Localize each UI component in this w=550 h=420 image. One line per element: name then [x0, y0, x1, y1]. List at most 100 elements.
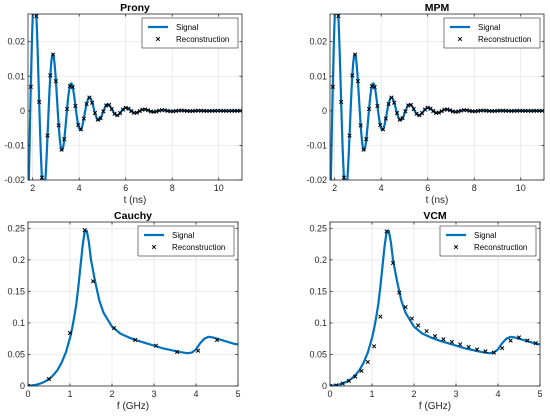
- reconstruction-marker: [106, 102, 112, 108]
- reconstruction-marker: [111, 325, 117, 331]
- reconstruction-marker: [101, 109, 106, 114]
- legend: Signal Reconstruction: [443, 17, 541, 49]
- legend-box: [443, 17, 541, 49]
- reconstruction-marker: [48, 73, 53, 78]
- reconstruction-marker: [365, 359, 370, 365]
- y-tick-label: 0.2: [314, 255, 327, 265]
- reconstruction-marker: [90, 100, 95, 105]
- reconstruction-marker: [109, 106, 114, 112]
- y-tick-label: 0.01: [7, 71, 25, 81]
- chart-panel-mpm: 2 4 6 8 10 -0.02 -0.01 0 0.01 0.02 MPM t (ns) Signal…: [306, 0, 545, 220]
- reconstruction-marker: [436, 110, 442, 115]
- y-tick-label: -0.02: [306, 175, 327, 185]
- x-tick-label: 4: [379, 183, 384, 193]
- reconstruction-marker: [70, 84, 75, 90]
- reconstruction-marker: [439, 109, 444, 114]
- reconstruction-marker: [483, 349, 488, 354]
- reconstruction-marker: [533, 340, 538, 346]
- reconstruction-marker: [419, 110, 425, 116]
- data-layer: [28, 228, 238, 386]
- panel-title: VCM: [423, 210, 447, 222]
- reconstruction-marker: [425, 105, 430, 110]
- reconstruction-marker: [525, 338, 530, 343]
- reconstruction-marker: [474, 347, 480, 352]
- reconstruction-marker: [378, 122, 383, 128]
- reconstruction-marker: [389, 95, 394, 100]
- reconstruction-marker: [62, 137, 67, 142]
- reconstruction-marker: [441, 337, 446, 342]
- x-tick-label: 2: [109, 389, 114, 399]
- reconstruction-marker: [34, 14, 39, 19]
- y-tick-label: 0: [322, 381, 327, 391]
- x-axis-label: t (ns): [124, 195, 147, 206]
- reconstruction-marker: [145, 108, 151, 113]
- reconstruction-marker: [422, 107, 428, 112]
- x-axis-label: t (ns): [426, 195, 449, 206]
- x-tick-label: 2: [30, 183, 35, 193]
- reconstruction-marker: [353, 374, 358, 379]
- reconstruction-marker: [416, 323, 421, 328]
- reconstruction-marker: [76, 122, 81, 128]
- x-tick-label: 5: [235, 389, 240, 399]
- x-tick-label: 1: [369, 389, 374, 399]
- reconstruction-marker: [46, 376, 52, 382]
- legend-signal-label: Signal: [474, 231, 496, 240]
- x-tick-label: 6: [425, 183, 430, 193]
- signal-line: [330, 229, 540, 386]
- x-tick-label: 4: [193, 389, 198, 399]
- reconstruction-marker: [56, 123, 61, 128]
- reconstruction-marker: [39, 175, 45, 180]
- reconstruction-marker: [355, 78, 361, 84]
- legend-box: [439, 225, 537, 257]
- x-tick-label: 10: [214, 183, 224, 193]
- x-tick-label: 0: [327, 389, 332, 399]
- legend-box: [137, 225, 235, 257]
- y-tick-label: 0: [322, 106, 327, 116]
- reconstruction-marker: [375, 103, 380, 109]
- chart-panel-prony: 2 4 6 8 10 -0.02 -0.01 0 0.01 0.02 Prony t (ns) Sign…: [4, 2, 243, 220]
- legend-signal-label: Signal: [172, 231, 194, 240]
- reconstruction-marker: [341, 175, 347, 180]
- reconstruction-marker: [449, 339, 454, 344]
- reconstruction-marker: [73, 103, 78, 109]
- reconstruction-marker: [59, 147, 64, 152]
- signal-line: [28, 229, 238, 386]
- reconstruction-marker: [516, 335, 522, 340]
- legend-reconstruction-swatch: [453, 244, 459, 250]
- y-tick-label: 0.1: [314, 318, 327, 328]
- reconstruction-marker: [26, 216, 30, 220]
- reconstruction-marker: [129, 108, 134, 114]
- reconstruction-marker: [28, 84, 33, 89]
- y-tick-label: 0: [20, 106, 25, 116]
- reconstruction-marker: [53, 78, 59, 84]
- reconstruction-marker: [347, 133, 352, 138]
- y-tick-label: -0.02: [4, 175, 25, 185]
- reconstruction-marker: [92, 110, 98, 116]
- reconstruction-marker: [346, 378, 352, 384]
- reconstruction-marker: [384, 229, 389, 234]
- reconstruction-marker: [195, 348, 201, 353]
- x-tick-label: 3: [151, 389, 156, 399]
- reconstruction-marker: [508, 338, 513, 343]
- reconstruction-marker: [431, 108, 436, 114]
- x-tick-label: 10: [516, 183, 526, 193]
- reconstruction-marker: [64, 106, 70, 112]
- reconstruction-marker: [330, 84, 335, 89]
- legend-reconstruction-label: Reconstruction: [478, 35, 531, 44]
- reconstruction-marker: [334, 0, 338, 2]
- axes-box: [27, 221, 239, 387]
- axes-box: [27, 13, 243, 181]
- x-tick-label: 4: [495, 389, 500, 399]
- reconstruction-marker: [50, 52, 56, 57]
- reconstruction-marker: [328, 216, 332, 220]
- legend: Signal Reconstruction: [439, 225, 537, 257]
- chart-panel-cauchy: 0 1 2 3 4 5 0 0.05 0.1 0.15 0.2 0.25 Cauchy f (GHz) Si…: [7, 210, 240, 412]
- reconstruction-marker: [78, 127, 84, 132]
- legend-reconstruction-label: Reconstruction: [172, 243, 225, 252]
- reconstruction-marker: [390, 260, 396, 266]
- reconstruction-marker: [95, 117, 100, 122]
- reconstruction-marker: [28, 383, 31, 386]
- reconstruction-marker: [361, 147, 366, 152]
- reconstruction-marker: [84, 101, 89, 107]
